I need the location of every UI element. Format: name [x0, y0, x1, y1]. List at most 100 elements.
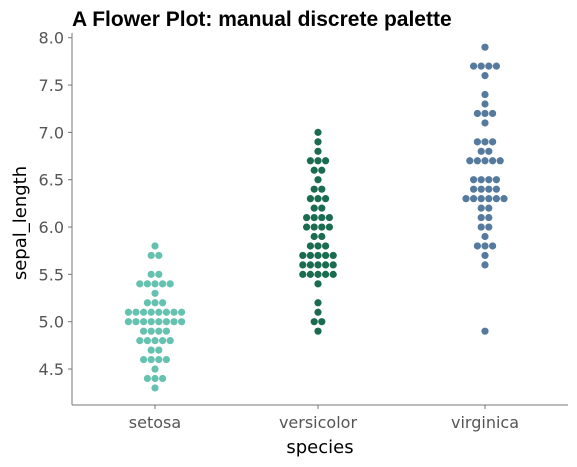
x-tick-label-virginica: virginica: [451, 413, 519, 432]
y-tick-label: 8.0: [39, 29, 64, 48]
data-point-setosa: [143, 337, 151, 345]
data-point-virginica: [470, 195, 478, 203]
data-point-virginica: [477, 176, 485, 184]
data-point-versicolor: [322, 195, 330, 203]
data-point-versicolor: [314, 327, 322, 335]
data-point-virginica: [481, 71, 489, 80]
data-point-virginica: [492, 62, 500, 70]
data-point-setosa: [151, 242, 159, 250]
data-point-versicolor: [310, 185, 318, 193]
data-point-versicolor: [318, 185, 326, 193]
data-point-virginica: [477, 223, 485, 231]
data-point-setosa: [147, 327, 155, 335]
data-point-versicolor: [314, 138, 322, 146]
data-point-setosa: [147, 355, 155, 364]
data-point-setosa: [162, 327, 170, 335]
data-point-setosa: [140, 355, 148, 364]
data-point-setosa: [170, 308, 178, 316]
data-point-virginica: [485, 213, 493, 222]
data-point-versicolor: [314, 128, 322, 136]
data-point-setosa: [159, 299, 167, 307]
data-point-virginica: [496, 157, 504, 165]
data-point-setosa: [143, 374, 151, 383]
data-point-versicolor: [325, 213, 333, 222]
data-point-setosa: [151, 365, 159, 373]
data-point-setosa: [151, 289, 159, 297]
data-point-versicolor: [314, 242, 322, 250]
data-point-setosa: [162, 318, 170, 326]
data-point-virginica: [485, 176, 493, 184]
data-point-versicolor: [314, 195, 322, 203]
data-point-versicolor: [329, 261, 337, 269]
data-point-virginica: [485, 204, 493, 212]
data-point-versicolor: [310, 204, 318, 212]
data-point-setosa: [166, 280, 174, 288]
data-point-setosa: [147, 346, 155, 354]
data-point-virginica: [481, 251, 489, 260]
data-point-versicolor: [329, 270, 337, 278]
data-point-virginica: [500, 195, 508, 203]
data-point-virginica: [492, 176, 500, 184]
data-point-virginica: [481, 157, 489, 165]
data-point-virginica: [492, 185, 500, 193]
data-point-virginica: [470, 62, 478, 70]
data-point-versicolor: [318, 166, 326, 174]
data-point-virginica: [481, 119, 489, 127]
data-point-versicolor: [329, 251, 337, 260]
data-point-setosa: [136, 337, 144, 345]
data-point-versicolor: [318, 318, 326, 326]
y-axis-label: sepal_length: [10, 166, 31, 280]
data-point-virginica: [481, 327, 489, 335]
data-point-virginica: [485, 195, 493, 203]
data-point-versicolor: [306, 242, 314, 250]
points-layer: [124, 43, 508, 392]
data-point-virginica: [481, 261, 489, 269]
data-point-virginica: [481, 242, 489, 250]
data-point-versicolor: [314, 280, 322, 288]
data-point-versicolor: [318, 223, 326, 231]
data-point-versicolor: [299, 261, 307, 269]
data-point-virginica: [473, 109, 481, 118]
data-point-setosa: [151, 337, 159, 345]
data-point-versicolor: [322, 157, 330, 165]
data-point-virginica: [492, 195, 500, 203]
data-point-versicolor: [306, 195, 314, 203]
data-point-virginica: [489, 138, 497, 146]
data-point-virginica: [462, 195, 470, 203]
data-point-virginica: [470, 176, 478, 184]
data-point-virginica: [489, 242, 497, 250]
data-point-setosa: [162, 308, 170, 316]
data-point-setosa: [155, 346, 163, 354]
data-point-versicolor: [314, 176, 322, 184]
data-point-virginica: [485, 185, 493, 193]
y-tick-label: 7.0: [39, 123, 64, 142]
data-point-setosa: [124, 308, 132, 316]
data-point-virginica: [477, 213, 485, 222]
data-point-virginica: [470, 185, 478, 193]
data-point-virginica: [489, 157, 497, 165]
data-point-versicolor: [325, 223, 333, 231]
data-point-versicolor: [314, 270, 322, 278]
data-point-setosa: [170, 318, 178, 326]
data-point-versicolor: [314, 299, 322, 307]
data-point-versicolor: [306, 157, 314, 165]
data-point-setosa: [151, 384, 159, 392]
data-point-setosa: [155, 327, 163, 335]
series-virginica: [462, 43, 508, 335]
data-point-versicolor: [303, 223, 311, 231]
data-point-virginica: [477, 62, 485, 70]
chart-title: A Flower Plot: manual discrete palette: [72, 8, 452, 31]
y-tick-label: 5.5: [39, 265, 64, 284]
data-point-virginica: [485, 62, 493, 70]
data-point-setosa: [159, 280, 167, 288]
data-point-setosa: [166, 337, 174, 345]
data-point-setosa: [178, 318, 186, 326]
data-point-setosa: [151, 374, 159, 383]
data-point-virginica: [473, 157, 481, 165]
data-point-versicolor: [310, 223, 318, 231]
data-point-setosa: [143, 299, 151, 307]
data-point-versicolor: [314, 261, 322, 269]
data-point-virginica: [481, 43, 489, 51]
data-point-setosa: [147, 270, 155, 278]
